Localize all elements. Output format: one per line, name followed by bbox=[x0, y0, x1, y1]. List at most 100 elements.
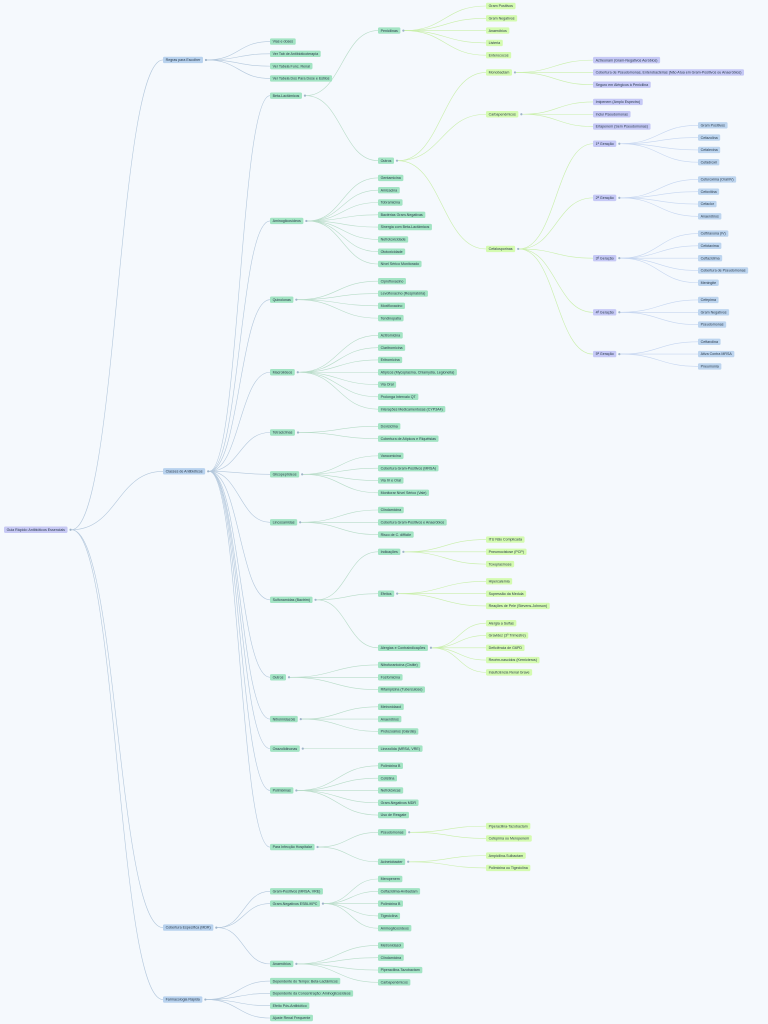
nodes: Vias e doses Ver Tab de Antibioticoterapi… bbox=[4, 2, 749, 1022]
node-label: Piperacilina-Tazobactam bbox=[381, 968, 420, 972]
node-label: Gentamicina bbox=[381, 176, 401, 180]
node-label: Tetraciclinas bbox=[273, 431, 293, 435]
node-dot bbox=[520, 113, 523, 116]
node-label: Prolonga Intervalo QT bbox=[381, 395, 417, 399]
node-label: Alergia a Sulfas bbox=[489, 621, 514, 625]
node-dot bbox=[513, 71, 517, 74]
node-label: Toxoplasmose bbox=[489, 562, 512, 566]
node-label: Ceftarolina bbox=[701, 340, 718, 344]
edge bbox=[209, 471, 271, 601]
node-box bbox=[378, 875, 403, 883]
node-box bbox=[698, 321, 727, 328]
node-label: Nitrofurantoína (Cistite) bbox=[381, 663, 418, 667]
edge bbox=[404, 30, 487, 56]
node-label: Imipenem (Amplo Espectro) bbox=[596, 100, 641, 104]
node-box bbox=[698, 122, 728, 129]
node-label: Cefoxitina bbox=[701, 190, 717, 194]
edge bbox=[298, 371, 379, 410]
node-label: 5ª Geração bbox=[596, 352, 614, 356]
node-dot bbox=[618, 257, 621, 260]
node-box bbox=[698, 267, 749, 274]
node-box bbox=[270, 1014, 313, 1022]
edge bbox=[307, 189, 379, 222]
node-dot bbox=[299, 521, 302, 524]
edge bbox=[71, 529, 164, 928]
edge bbox=[409, 855, 487, 863]
node-dot bbox=[402, 29, 405, 32]
node-box bbox=[378, 290, 428, 297]
node-dot bbox=[296, 371, 299, 374]
node-label: 2ª Geração bbox=[596, 196, 614, 200]
node-label: Ampicilina-Sulbactam bbox=[489, 854, 524, 858]
node-box bbox=[698, 296, 719, 304]
node-box bbox=[486, 864, 531, 872]
node-box bbox=[163, 996, 203, 1003]
edge bbox=[519, 248, 594, 355]
node-label: Clindamicina bbox=[381, 956, 402, 960]
node-dot bbox=[301, 747, 304, 750]
edge bbox=[398, 593, 487, 607]
node-label: Gram Negativos bbox=[701, 310, 727, 314]
node-box bbox=[378, 477, 404, 484]
node-label: Quinolonas bbox=[273, 298, 291, 302]
node-label: Sulfonamidas (Bactrim) bbox=[273, 598, 310, 602]
node-label: Alergias e Contraindicações bbox=[381, 646, 426, 650]
edge bbox=[297, 957, 379, 965]
node-label: Reações de Pele (Stevens-Johnson) bbox=[489, 604, 548, 608]
node-dot bbox=[295, 789, 298, 792]
edge bbox=[209, 471, 271, 791]
node-box bbox=[270, 745, 300, 752]
node-box bbox=[378, 332, 403, 339]
node-label: Supressão da Medula bbox=[489, 592, 524, 596]
node-label: 3ª Geração bbox=[596, 256, 614, 260]
node-dot bbox=[618, 352, 621, 356]
node-box bbox=[378, 900, 403, 907]
node-box bbox=[698, 363, 722, 370]
edge bbox=[620, 191, 699, 199]
node-box bbox=[698, 242, 722, 250]
node-label: Deficiência de G6PD bbox=[489, 646, 523, 650]
node-label: Meningite bbox=[701, 281, 717, 285]
edge bbox=[307, 220, 379, 265]
node-dot bbox=[321, 902, 325, 905]
node-box bbox=[378, 888, 421, 895]
node-box bbox=[698, 146, 721, 154]
edge bbox=[404, 539, 487, 553]
edge bbox=[431, 635, 487, 649]
node-label: Piperacilina-Tazobactam bbox=[489, 824, 528, 828]
node-label: Uso de Resgate bbox=[381, 813, 407, 817]
node-label: Pneumonia bbox=[701, 365, 719, 369]
node-box bbox=[593, 111, 631, 118]
node-label: Indicações bbox=[381, 550, 398, 554]
node-label: Gram-Negativos MDR bbox=[381, 801, 417, 805]
node-dot bbox=[618, 142, 621, 145]
node-label: Guia Rápido: Antibióticos Essenciais bbox=[7, 528, 66, 532]
node-box bbox=[593, 309, 617, 316]
node-box bbox=[378, 590, 395, 597]
node-label: Farmacologia Rápida bbox=[166, 998, 200, 1002]
node-box bbox=[378, 344, 406, 351]
node-box bbox=[270, 977, 341, 985]
node-box bbox=[698, 230, 729, 237]
node-label: Cefepima bbox=[701, 298, 716, 302]
edge bbox=[620, 299, 699, 313]
node-box bbox=[593, 350, 617, 358]
node-box bbox=[270, 92, 302, 99]
node-label: Cefaclor bbox=[701, 202, 715, 206]
node-label: Glicopeptídeos bbox=[273, 472, 297, 476]
node-label: Cobertura de Pseudomonas, Enterobactéria… bbox=[596, 71, 742, 75]
node-box bbox=[593, 123, 651, 130]
node-box bbox=[163, 56, 203, 64]
node-label: Cefepima ou Meropenem bbox=[489, 837, 530, 841]
node-dot bbox=[295, 298, 298, 301]
node-box bbox=[698, 159, 720, 166]
node-label: Cefuroxima (Oral/IV) bbox=[701, 178, 734, 182]
node-label: Cefalexina bbox=[701, 148, 718, 152]
node-box bbox=[486, 111, 519, 118]
node-box bbox=[593, 56, 661, 64]
node-dot bbox=[402, 550, 405, 553]
node-box bbox=[378, 954, 404, 961]
node-label: Moxifloxacino bbox=[381, 304, 403, 308]
node-label: Ver Tab de Antibioticoterapia bbox=[273, 52, 319, 56]
